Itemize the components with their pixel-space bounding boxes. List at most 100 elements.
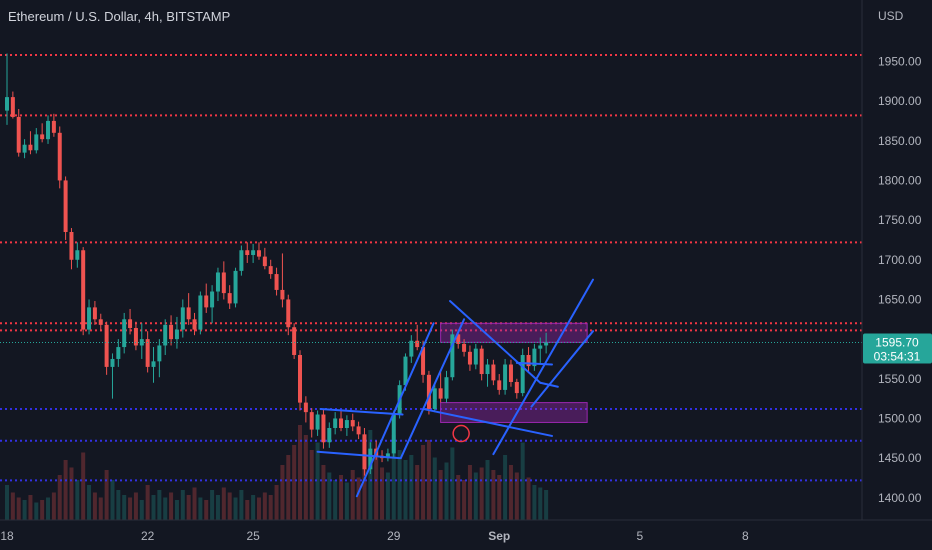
- volume-bar: [298, 425, 302, 520]
- volume-bar: [174, 500, 179, 520]
- volume-bar: [122, 495, 127, 520]
- volume-bar: [286, 455, 291, 520]
- volume-bar: [92, 492, 97, 520]
- x-tick-label: Sep: [488, 529, 510, 543]
- volume-bar: [520, 442, 525, 520]
- candle-body: [10, 97, 15, 117]
- x-tick-label: 29: [387, 529, 401, 543]
- volume-bar: [57, 475, 62, 520]
- volume-bar: [63, 460, 68, 520]
- volume-bar: [40, 500, 45, 520]
- price-zones: [440, 322, 588, 423]
- chart-title: Ethereum / U.S. Dollar, 4h, BITSTAMP: [8, 9, 231, 24]
- y-tick-label: 1400.00: [878, 491, 922, 505]
- volume-bar: [479, 467, 484, 520]
- candle-body: [298, 354, 302, 403]
- volume-bar: [227, 492, 232, 520]
- candle-body: [22, 144, 27, 153]
- candle-body: [274, 274, 279, 290]
- volume-bar: [251, 495, 256, 520]
- volume-bar: [51, 492, 56, 520]
- candle-body: [432, 388, 437, 409]
- candle-body: [526, 354, 531, 367]
- candle-body: [456, 334, 461, 344]
- y-tick-label: 1750.00: [878, 213, 922, 227]
- candle-body: [321, 414, 326, 443]
- trendline[interactable]: [355, 322, 435, 498]
- trendline[interactable]: [530, 330, 594, 408]
- candle-body: [180, 307, 185, 330]
- candle-body: [315, 414, 320, 430]
- trendline[interactable]: [539, 381, 559, 388]
- y-tick-label: 1900.00: [878, 94, 922, 108]
- candle-body: [75, 250, 80, 260]
- marker-circle[interactable]: [452, 424, 470, 443]
- volume-bar: [385, 472, 390, 520]
- volume-bar: [421, 445, 426, 520]
- trendline[interactable]: [422, 407, 553, 437]
- candle-body: [157, 345, 162, 362]
- price-zone-rect[interactable]: [440, 322, 588, 343]
- volume-bar: [444, 462, 449, 520]
- candle-body: [303, 402, 308, 413]
- volume-bar: [256, 497, 261, 520]
- candle-body: [104, 324, 109, 367]
- volume-bar: [145, 485, 150, 520]
- volume-bar: [133, 492, 138, 520]
- candle-body: [450, 334, 455, 378]
- volume-bar: [87, 485, 92, 520]
- volume-bar: [215, 495, 220, 520]
- y-tick-label: 1850.00: [878, 134, 922, 148]
- volume-bar: [309, 450, 314, 520]
- volume-bar: [485, 460, 490, 520]
- volume-bar: [467, 465, 472, 520]
- candle-body: [485, 364, 490, 375]
- trendline[interactable]: [449, 300, 542, 384]
- volume-bar: [233, 497, 238, 520]
- candle-body: [421, 347, 426, 375]
- volume-bar: [456, 475, 461, 520]
- candle-body: [251, 250, 256, 256]
- candle-body: [51, 120, 56, 133]
- volume-bar: [34, 502, 39, 520]
- candle-body: [46, 120, 51, 140]
- candle-body: [467, 351, 472, 365]
- volume-bar: [110, 480, 115, 520]
- y-tick-label: 1450.00: [878, 451, 922, 465]
- candle-body: [221, 272, 226, 294]
- candle-body: [350, 420, 355, 427]
- candle-body: [186, 307, 191, 320]
- candle-body: [462, 343, 467, 352]
- trendline[interactable]: [492, 278, 594, 456]
- volume-bar: [22, 500, 27, 520]
- candle-body: [368, 448, 373, 470]
- candle-body: [40, 134, 45, 140]
- volume-bar: [69, 467, 74, 520]
- trendline[interactable]: [319, 407, 404, 416]
- time-axis[interactable]: 18 22 25 29 Sep 5 8: [0, 529, 749, 543]
- candle-body: [233, 270, 238, 304]
- volume-bar: [10, 492, 15, 520]
- candle-body: [110, 358, 115, 367]
- price-axis[interactable]: USD 1950.00 1900.00 1850.00 1800.00 1750.00 1…: [878, 9, 922, 505]
- y-tick-label: 1800.00: [878, 173, 922, 187]
- candle-body: [491, 364, 496, 381]
- volume-bar: [139, 500, 144, 520]
- trendline[interactable]: [515, 361, 553, 366]
- candle-body: [210, 291, 215, 308]
- candle-body: [409, 340, 414, 357]
- volume-bar: [292, 445, 297, 520]
- trendline[interactable]: [316, 450, 401, 460]
- candle-body: [174, 329, 179, 340]
- volume-bar: [268, 495, 273, 520]
- volume-bar: [46, 497, 51, 520]
- candle-body: [16, 116, 21, 153]
- volume-bar: [163, 497, 168, 520]
- volume-bar: [426, 440, 431, 520]
- candle-body: [444, 377, 449, 399]
- candle-body: [256, 250, 261, 257]
- volume-bar: [503, 455, 508, 520]
- candle-body: [532, 348, 537, 367]
